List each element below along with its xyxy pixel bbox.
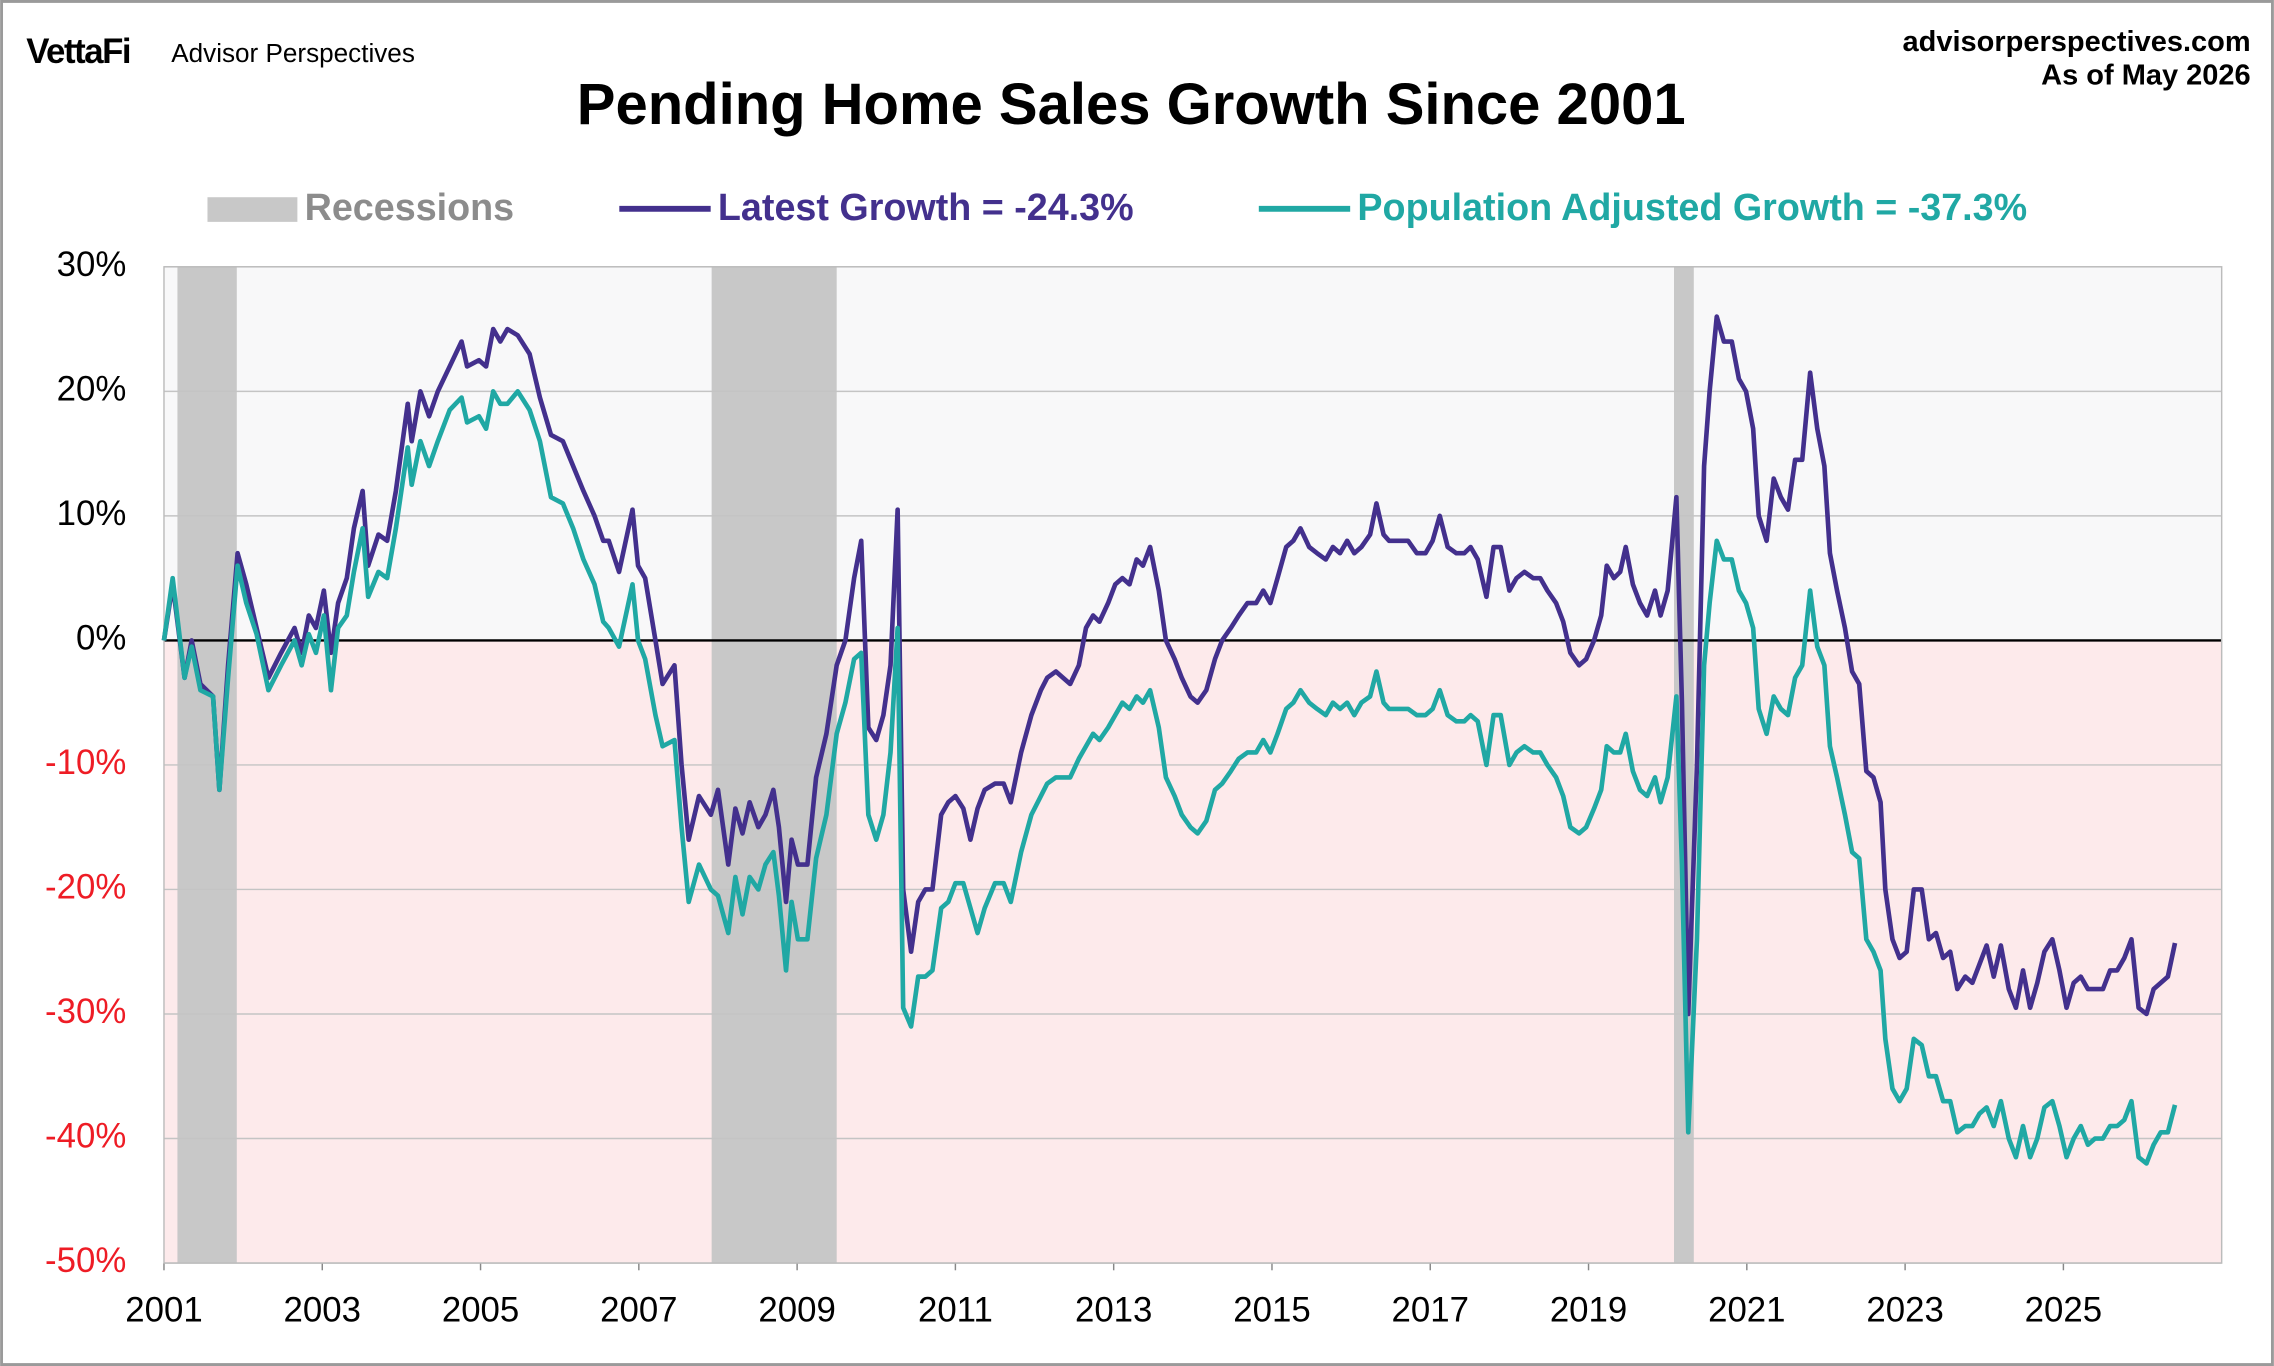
x-tick-label: 2019 <box>1550 1291 1627 1330</box>
plot-border <box>163 266 2223 1264</box>
y-tick-label: -20% <box>45 868 126 907</box>
x-tick-label: 2007 <box>600 1291 677 1330</box>
x-tick-label: 2001 <box>125 1291 202 1330</box>
y-tick-label: 30% <box>57 245 127 284</box>
x-tick-label: 2021 <box>1708 1291 1785 1330</box>
y-tick-label: -50% <box>45 1241 126 1280</box>
series-line <box>161 314 2178 1017</box>
y-tick-label: 0% <box>76 619 126 658</box>
y-tick-label: -10% <box>45 743 126 782</box>
legend-label: Population Adjusted Growth = -37.3% <box>1357 186 2027 228</box>
x-tick-label: 2015 <box>1233 1291 1310 1330</box>
brand: VettaFi <box>26 32 130 71</box>
positive-band <box>163 266 2222 641</box>
negative-band <box>163 640 2222 1264</box>
x-tick-label: 2023 <box>1866 1291 1943 1330</box>
x-tick-label: 2005 <box>442 1291 519 1330</box>
y-tick-label: 20% <box>57 370 127 409</box>
x-tick-label: 2011 <box>918 1291 993 1330</box>
legend-swatch <box>207 197 298 222</box>
chart-title: Pending Home Sales Growth Since 2001 <box>577 72 1686 137</box>
y-tick-label: 10% <box>57 494 127 533</box>
x-tick-label: 2009 <box>758 1291 835 1330</box>
x-tick-label: 2017 <box>1392 1291 1469 1330</box>
y-tick-label: -40% <box>45 1117 126 1156</box>
x-tick-label: 2013 <box>1075 1291 1152 1330</box>
x-tick-label: 2003 <box>284 1291 361 1330</box>
x-tick-label: 2025 <box>2025 1291 2102 1330</box>
as-of: As of May 2026 <box>2041 60 2251 92</box>
series-line <box>161 389 2178 1166</box>
source: advisorperspectives.com <box>1903 26 2251 58</box>
legend-label: Latest Growth = -24.3% <box>718 186 1134 228</box>
brand-sub: Advisor Perspectives <box>171 38 415 68</box>
legend-label: Recessions <box>305 186 514 228</box>
y-tick-label: -30% <box>45 992 126 1031</box>
